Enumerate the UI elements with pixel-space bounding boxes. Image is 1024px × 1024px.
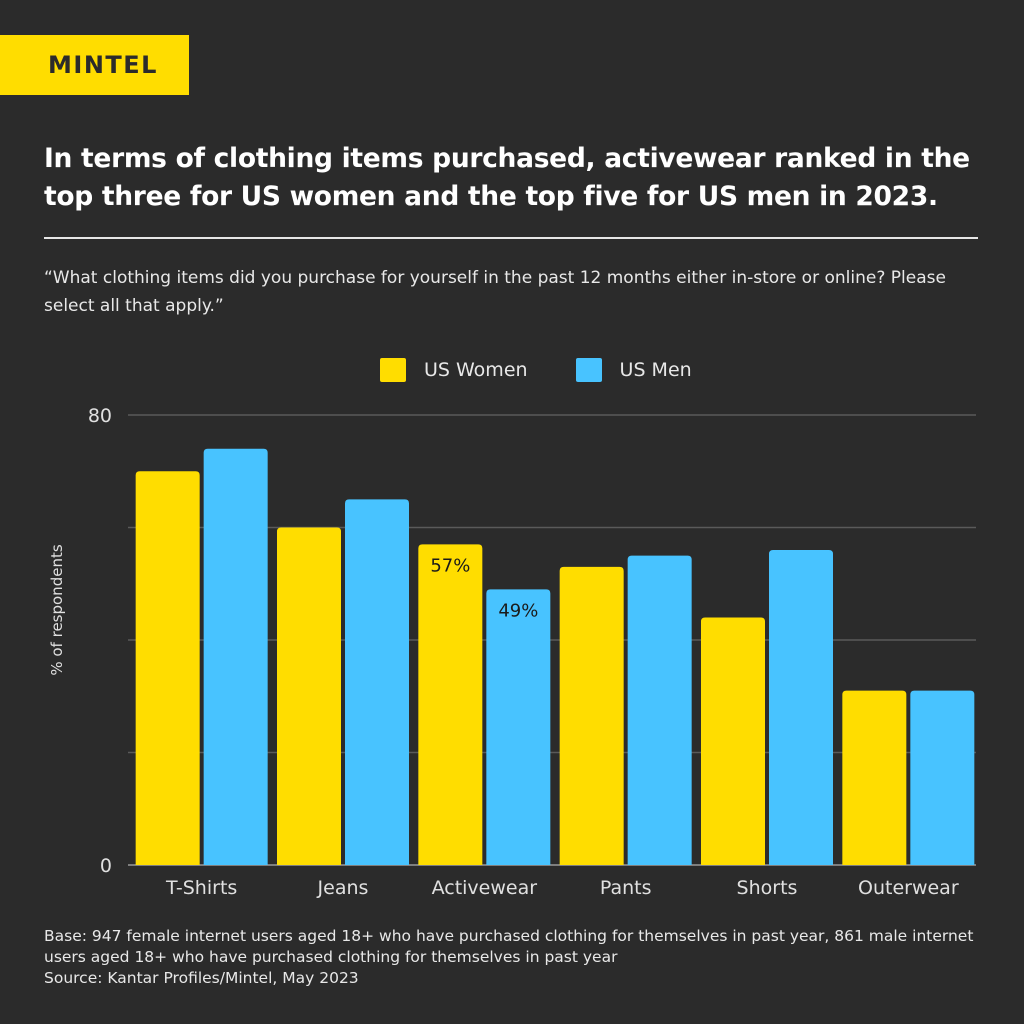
x-tick-label: Pants [600, 877, 652, 899]
y-tick-label: 0 [100, 855, 112, 877]
legend-label-men: US Men [619, 359, 692, 381]
bars [135, 448, 975, 865]
x-tick-label: Outerwear [858, 877, 959, 899]
bar-shorts-men [769, 550, 833, 865]
x-tick-label: T-Shirts [165, 877, 237, 899]
bar-tshirts-men [203, 448, 268, 865]
bar-activewear-men [486, 589, 551, 865]
x-tick-label: Shorts [737, 877, 798, 899]
bar-shorts-women [701, 617, 765, 865]
chart-footer: Base: 947 female internet users aged 18+… [44, 926, 1004, 989]
y-axis-label: % of respondents [48, 544, 66, 675]
legend-swatch-men [575, 358, 602, 382]
survey-question: “What clothing items did you purchase fo… [44, 268, 946, 316]
bar-activewear-women [418, 544, 483, 865]
legend-label-women: US Women [424, 359, 528, 381]
bar-tshirts-women [135, 471, 200, 865]
bar-pants-women [559, 566, 624, 865]
bar-outerwear-men [910, 690, 975, 865]
mintel-logo: MINTEL [0, 35, 189, 95]
labels: 0 80 T-Shirts Jeans 57% 49% Activewear Pants Sho… [88, 405, 959, 899]
gridlines [128, 414, 976, 866]
page-title: In terms of clothing items purchased, ac… [44, 143, 970, 212]
title-divider [44, 237, 978, 239]
chart-legend: US Women US Men [380, 358, 740, 382]
legend-item-women: US Women [380, 358, 528, 382]
data-label: 57% [430, 555, 470, 576]
bar-jeans-women [277, 527, 341, 865]
bar-outerwear-women [842, 690, 907, 865]
source-note: Source: Kantar Profiles/Mintel, May 2023 [44, 969, 359, 987]
x-tick-label: Activewear [432, 877, 538, 899]
base-note: Base: 947 female internet users aged 18+… [44, 927, 974, 966]
bar-jeans-men [345, 499, 409, 865]
logo-text: MINTEL [48, 51, 158, 79]
data-label: 49% [498, 600, 538, 621]
x-tick-label: Jeans [317, 877, 369, 899]
bar-pants-men [627, 555, 692, 865]
y-tick-label: 80 [88, 405, 112, 427]
legend-swatch-women [380, 358, 406, 382]
legend-item-men: US Men [575, 358, 692, 382]
